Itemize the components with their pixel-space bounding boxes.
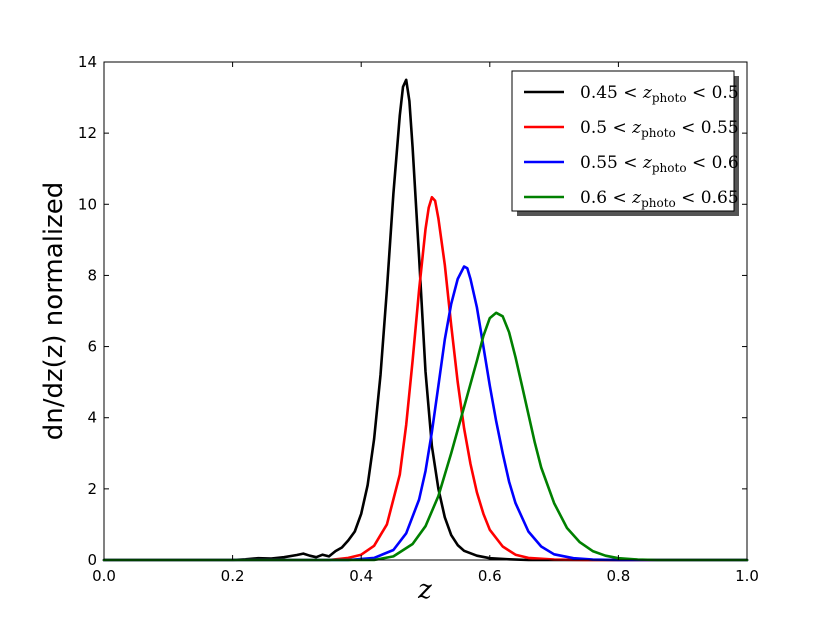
x-axis-label: z bbox=[417, 575, 432, 605]
x-tick-label: 0.4 bbox=[349, 567, 373, 585]
series-layer bbox=[102, 78, 749, 562]
series-line-0 bbox=[102, 78, 749, 562]
legend-label-0: 0.45 < zphoto < 0.5 bbox=[580, 83, 739, 105]
x-tick-label: 0.8 bbox=[606, 567, 630, 585]
x-tick-label: 0.2 bbox=[221, 567, 245, 585]
legend-label-2: 0.55 < zphoto < 0.6 bbox=[580, 153, 739, 175]
x-tick-label: 1.0 bbox=[735, 567, 759, 585]
series-line-3 bbox=[102, 311, 749, 562]
y-tick-label: 14 bbox=[78, 53, 97, 71]
legend-label-1: 0.5 < zphoto < 0.55 bbox=[580, 118, 739, 140]
y-tick-label: 10 bbox=[78, 195, 97, 213]
plot-area-frame bbox=[103, 61, 748, 561]
y-axis-label: dn/dz(z) normalized bbox=[39, 182, 69, 441]
legend-box bbox=[511, 70, 735, 212]
x-tick-label: 0.0 bbox=[92, 567, 116, 585]
y-tick-label: 6 bbox=[87, 338, 97, 356]
y-tick-label: 12 bbox=[78, 124, 97, 142]
x-tick-label: 0.6 bbox=[478, 567, 502, 585]
y-tick-label: 2 bbox=[87, 480, 97, 498]
series-line-1 bbox=[102, 195, 749, 562]
y-tick-label: 8 bbox=[87, 266, 97, 284]
axis-ticks: 0.0 0.2 0.4 0.6 0.8 1.0 0 2 4 6 8 10 12 14 bbox=[78, 53, 759, 585]
legend-label-3: 0.6 < zphoto < 0.65 bbox=[580, 188, 739, 210]
legend: 0.45 < zphoto < 0.5 0.5 < zphoto < 0.55 0.… bbox=[511, 70, 739, 216]
y-tick-label: 4 bbox=[87, 409, 97, 427]
series-line-2 bbox=[102, 265, 749, 562]
y-tick-label: 0 bbox=[87, 551, 97, 569]
